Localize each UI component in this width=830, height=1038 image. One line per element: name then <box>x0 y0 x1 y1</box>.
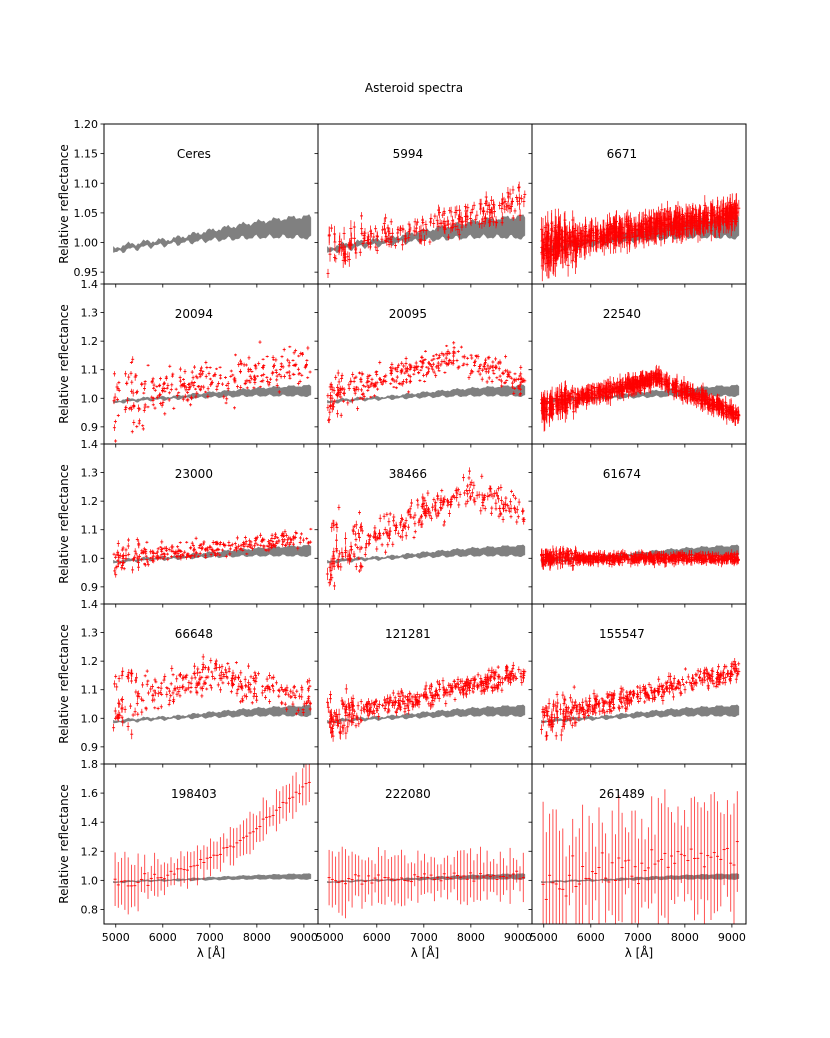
panel-frame <box>531 123 747 285</box>
spectrum-points <box>112 527 313 578</box>
panel-grid: 0.95 1.00 1.05 1.10 1.15 1.20 Ceres 5994 6671 0.9… <box>57 118 747 960</box>
spectrum-points <box>112 340 312 443</box>
panel-5994: 5994 <box>314 123 533 288</box>
y-tick-label: 0.95 <box>74 266 99 279</box>
y-tick-label: 1.1 <box>81 364 99 377</box>
y-tick-label: 1.05 <box>74 207 99 220</box>
panel-Ceres: 0.95 1.00 1.05 1.10 1.15 1.20 Ceres <box>74 118 319 288</box>
panel-label: 20094 <box>175 307 213 321</box>
y-tick-label: 1.4 <box>81 278 99 291</box>
figure-title: Asteroid spectra <box>365 81 463 95</box>
y-tick-label: 1.0 <box>81 392 99 405</box>
plot-area <box>112 340 312 443</box>
plot-area <box>326 341 527 424</box>
panel-label: 20095 <box>389 307 427 321</box>
spectrum-points <box>326 341 527 424</box>
spectrum-points <box>326 181 527 278</box>
ceres-reference-band <box>327 384 526 404</box>
y-tick-label: 1.00 <box>74 237 99 250</box>
panel-label: 22540 <box>603 307 641 321</box>
panel-label: 6671 <box>607 147 638 161</box>
panel-label: Ceres <box>177 147 211 161</box>
spectrum-points <box>540 193 741 282</box>
plot-area <box>112 527 313 578</box>
ceres-reference-band <box>113 384 312 404</box>
spectrum-points <box>540 364 741 432</box>
plot-area <box>326 181 527 278</box>
panel-label: 5994 <box>393 147 424 161</box>
panel-20095: 20095 <box>314 283 533 448</box>
ceres-reference-band <box>113 214 312 254</box>
plot-area <box>540 193 741 282</box>
y-tick-label: 1.3 <box>81 307 99 320</box>
panel-20094: 0.9 1.0 1.1 1.2 1.3 1.4 20094 <box>81 278 319 448</box>
y-tick-label: 1.20 <box>74 118 99 131</box>
y-tick-label: 1.15 <box>74 148 99 161</box>
panel-6671: 6671 <box>528 123 747 288</box>
y-tick-label: 0.9 <box>81 421 99 434</box>
y-tick-label: 1.10 <box>74 177 99 190</box>
plot-area <box>113 214 312 254</box>
panel-22540: 22540 <box>528 283 747 448</box>
y-tick-label: 1.2 <box>81 335 99 348</box>
panel-frame <box>103 123 319 285</box>
plot-area <box>540 364 741 432</box>
